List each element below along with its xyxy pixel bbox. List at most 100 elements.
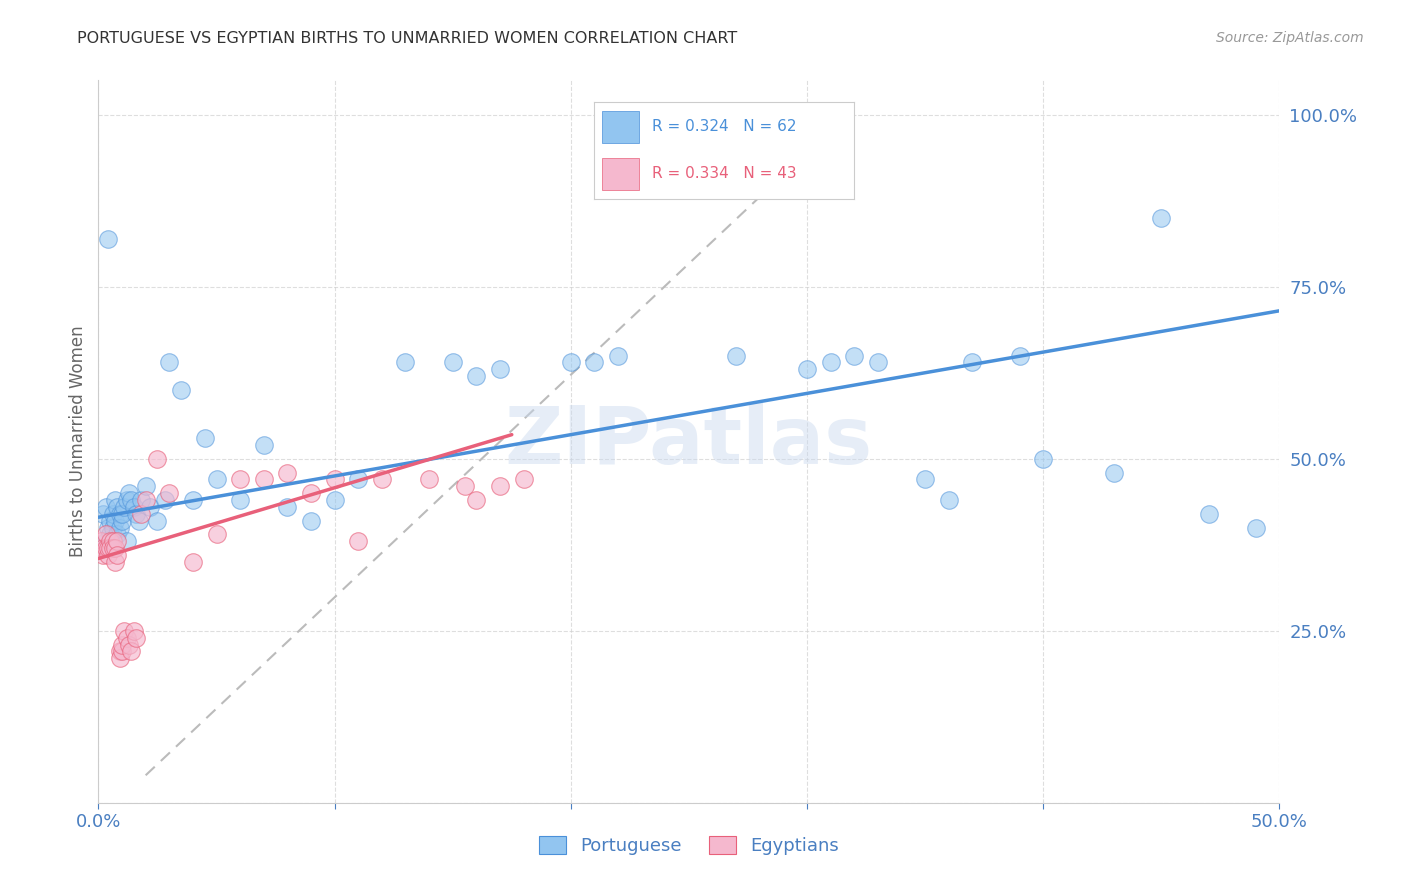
Point bbox=[205, 472, 228, 486]
Point bbox=[101, 541, 124, 556]
Point bbox=[135, 493, 157, 508]
Point bbox=[299, 514, 322, 528]
Point bbox=[1198, 507, 1220, 521]
Point bbox=[94, 541, 117, 556]
Point bbox=[111, 644, 134, 658]
Point bbox=[205, 527, 228, 541]
Point bbox=[108, 651, 131, 665]
Point bbox=[276, 500, 298, 514]
Point bbox=[129, 507, 152, 521]
Point bbox=[1008, 349, 1031, 363]
Point bbox=[122, 624, 145, 638]
Point bbox=[914, 472, 936, 486]
Point bbox=[105, 534, 128, 549]
Point bbox=[97, 541, 120, 556]
Point bbox=[866, 355, 889, 369]
Point bbox=[94, 527, 117, 541]
Point bbox=[97, 231, 120, 245]
Point bbox=[122, 500, 145, 514]
Point bbox=[465, 369, 488, 384]
Point bbox=[104, 493, 127, 508]
Point bbox=[105, 527, 128, 541]
Point bbox=[91, 548, 114, 562]
Point bbox=[583, 355, 606, 369]
Point bbox=[91, 507, 114, 521]
Point bbox=[323, 493, 346, 508]
Point bbox=[115, 631, 138, 645]
Point bbox=[97, 520, 120, 534]
Point bbox=[112, 624, 135, 638]
Point bbox=[118, 638, 141, 652]
Point bbox=[253, 472, 276, 486]
Point bbox=[489, 362, 512, 376]
Point bbox=[139, 500, 162, 514]
Point bbox=[91, 541, 114, 556]
Point bbox=[607, 349, 630, 363]
Point bbox=[108, 644, 131, 658]
Point bbox=[465, 493, 488, 508]
Point bbox=[135, 479, 157, 493]
Point bbox=[108, 507, 131, 521]
Point bbox=[299, 486, 322, 500]
Point bbox=[194, 431, 217, 445]
Point bbox=[128, 514, 150, 528]
Point bbox=[347, 472, 370, 486]
Point bbox=[153, 493, 176, 508]
Point bbox=[157, 486, 180, 500]
Point bbox=[94, 534, 117, 549]
Point bbox=[104, 555, 127, 569]
Point bbox=[115, 534, 138, 549]
Point bbox=[820, 355, 842, 369]
Point bbox=[181, 493, 204, 508]
Point bbox=[512, 472, 534, 486]
Point bbox=[98, 541, 121, 556]
Point bbox=[394, 355, 416, 369]
Point bbox=[104, 541, 127, 556]
Point bbox=[104, 514, 127, 528]
Point bbox=[323, 472, 346, 486]
Point bbox=[276, 466, 298, 480]
Point bbox=[157, 355, 180, 369]
Point bbox=[146, 451, 169, 466]
Text: Source: ZipAtlas.com: Source: ZipAtlas.com bbox=[1216, 31, 1364, 45]
Point bbox=[962, 355, 984, 369]
Point bbox=[453, 479, 475, 493]
Point bbox=[98, 514, 121, 528]
Point bbox=[125, 631, 148, 645]
Point bbox=[1244, 520, 1267, 534]
Point bbox=[121, 644, 143, 658]
Point bbox=[938, 493, 960, 508]
Point bbox=[111, 638, 134, 652]
Point bbox=[1150, 211, 1173, 225]
Point bbox=[229, 493, 252, 508]
Point bbox=[98, 534, 121, 549]
Point bbox=[347, 534, 370, 549]
Point bbox=[125, 507, 148, 521]
Point bbox=[146, 514, 169, 528]
Point bbox=[253, 438, 276, 452]
Point bbox=[844, 349, 866, 363]
Point bbox=[105, 548, 128, 562]
Point bbox=[560, 355, 582, 369]
Point bbox=[105, 500, 128, 514]
Point bbox=[111, 507, 134, 521]
Point bbox=[170, 383, 193, 397]
Legend: Portuguese, Egyptians: Portuguese, Egyptians bbox=[531, 829, 846, 863]
Point bbox=[441, 355, 464, 369]
Point bbox=[108, 520, 131, 534]
Text: PORTUGUESE VS EGYPTIAN BIRTHS TO UNMARRIED WOMEN CORRELATION CHART: PORTUGUESE VS EGYPTIAN BIRTHS TO UNMARRI… bbox=[77, 31, 738, 46]
Point bbox=[489, 479, 512, 493]
Point bbox=[725, 349, 748, 363]
Point bbox=[118, 486, 141, 500]
Point bbox=[94, 500, 117, 514]
Point bbox=[1032, 451, 1054, 466]
Point bbox=[101, 507, 124, 521]
Point bbox=[418, 472, 440, 486]
Point bbox=[371, 472, 394, 486]
Point bbox=[129, 493, 152, 508]
Point bbox=[229, 472, 252, 486]
Point bbox=[111, 514, 134, 528]
Point bbox=[121, 493, 143, 508]
Text: ZIPatlas: ZIPatlas bbox=[505, 402, 873, 481]
Point bbox=[101, 534, 124, 549]
